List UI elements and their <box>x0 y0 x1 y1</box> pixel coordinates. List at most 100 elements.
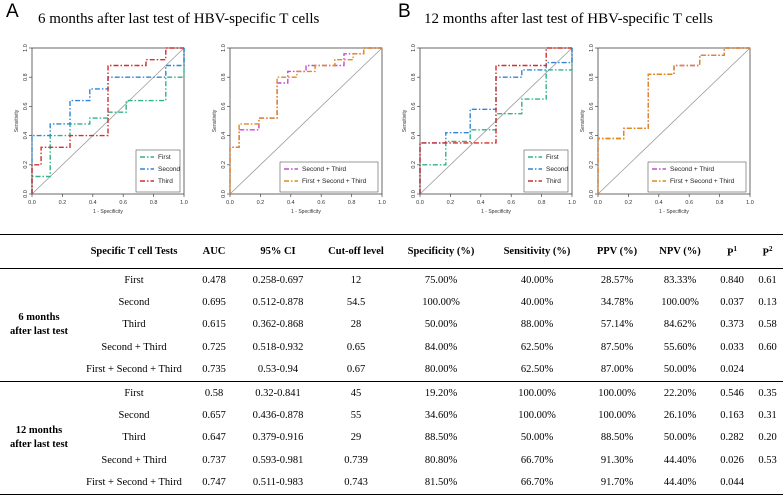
table-cell: 0.024 <box>712 358 752 382</box>
table-cell: 0.65 <box>346 341 366 353</box>
roc-chart-6m-single: 0.0 0.2 0.4 0.6 0.8 1.0 0.0 0.2 0.4 0.6 0.8 1.0 1 - … <box>14 44 188 215</box>
table-row: Second + Third 0.737 0.593-0.981 0.739 80.80… <box>0 449 783 471</box>
table-cell: Third <box>122 319 146 331</box>
table-cell: 0.739 <box>344 454 368 466</box>
table-cell: 50.00% <box>648 358 712 382</box>
table-cell: 0.647 <box>202 432 226 444</box>
y-tick-label: 0.6 <box>221 103 227 111</box>
table-cell: 84.00% <box>424 341 458 353</box>
table-cell: 88.00% <box>520 319 554 331</box>
header-auc: AUC <box>190 234 238 269</box>
y-tick-label: 0.2 <box>589 161 595 169</box>
table-cell: 84.62% <box>663 319 697 331</box>
y-tick-label: 0.8 <box>221 73 227 81</box>
diagonal-reference-line <box>229 47 383 195</box>
legend-label: Second + Third <box>302 166 347 173</box>
table-cell: 50.00% <box>424 319 458 331</box>
table-cell: 0.60 <box>758 341 777 353</box>
table-cell: Second <box>118 297 150 309</box>
table-cell: 0.511-0.983 <box>238 471 318 495</box>
panel-b-letter: B <box>398 1 411 22</box>
table-row: First + Second + Third 0.747 0.511-0.983 0.… <box>0 471 783 495</box>
header-sensitivity: Sensitivity (%) <box>488 234 586 269</box>
table-cell: 0.743 <box>318 471 394 495</box>
table-row: Third 0.647 0.379-0.916 29 88.50% 50.00% 88.50… <box>0 427 783 449</box>
x-tick-label: 0.6 <box>317 200 325 206</box>
panel-a-letter: A <box>6 1 19 22</box>
y-axis-label: Sensitivity <box>580 109 586 132</box>
table-cell: 54.5 <box>346 297 366 309</box>
legend-label: First <box>546 154 559 161</box>
table-cell: 87.50% <box>600 341 634 353</box>
header-ci: 95% CI <box>238 234 318 269</box>
table-cell: 62.50% <box>488 358 586 382</box>
y-tick-label: 0.0 <box>589 190 595 198</box>
group-label-line2: after last test <box>9 438 69 450</box>
table-cell: 40.00% <box>520 274 554 286</box>
roc-stats-table: Specific T cell Tests AUC 95% CI Cut-off… <box>0 234 783 495</box>
panel-b-title: 12 months after last test of HBV-specifi… <box>424 11 713 27</box>
table-cell: 83.33% <box>663 274 697 286</box>
plot-frame <box>31 47 185 195</box>
y-tick-label: 0.8 <box>589 73 595 81</box>
table-cell: 0.258-0.697 <box>252 274 304 286</box>
table-cell: 88.50% <box>600 432 634 444</box>
y-tick-label: 0.2 <box>411 161 417 169</box>
table-cell: 62.50% <box>520 341 554 353</box>
table-cell: 0.35 <box>758 387 777 399</box>
x-tick-label: 0.0 <box>416 200 424 206</box>
x-tick-label: 0.6 <box>685 200 693 206</box>
x-tick-label: 0.2 <box>447 200 455 206</box>
roc-curve-third <box>31 47 184 194</box>
table-cell: First <box>124 387 144 399</box>
x-tick-label: 0.8 <box>716 200 724 206</box>
legend-box <box>647 161 747 193</box>
y-axis-label: Sensitivity <box>14 109 20 132</box>
x-tick-label: 0.0 <box>594 200 602 206</box>
y-tick-label: 1.0 <box>411 44 417 52</box>
table-cell: 80.80% <box>424 454 458 466</box>
table-row: Second + Third 0.725 0.518-0.932 0.65 84.00%… <box>0 336 783 358</box>
x-tick-label: 1.0 <box>378 200 386 206</box>
table-cell: 0.32-0.841 <box>255 387 301 399</box>
roc-curve-first-second-third <box>597 47 750 194</box>
header-test: Specific T cell Tests <box>78 234 190 269</box>
header-npv: NPV (%) <box>648 234 712 269</box>
x-tick-label: 0.2 <box>59 200 67 206</box>
roc-curve-second <box>31 48 185 194</box>
table-cell: 0.379-0.916 <box>252 432 304 444</box>
x-tick-label: 0.6 <box>119 200 127 206</box>
group-label-line1: 6 months <box>18 311 60 323</box>
table-cell: 0.026 <box>720 454 744 466</box>
table-cell: 0.362-0.868 <box>252 319 304 331</box>
y-tick-label: 0.0 <box>411 190 417 198</box>
table-cell: 0.615 <box>202 319 226 331</box>
table-cell: First + Second + Third <box>78 471 190 495</box>
table-cell: 0.13 <box>758 297 777 309</box>
table-cell: Second <box>118 410 150 422</box>
table-cell: 0.593-0.981 <box>252 454 304 466</box>
x-tick-label: 0.8 <box>150 200 158 206</box>
table-cell: 100.00% <box>598 387 636 399</box>
table-cell: 100.00% <box>598 410 636 422</box>
table-cell: 40.00% <box>520 297 554 309</box>
table-row: 6 months after last test First 0.478 0.258-0… <box>0 268 783 382</box>
legend-label: First + Second + Third <box>302 178 367 185</box>
plot-frame <box>229 47 383 195</box>
table-cell: 91.30% <box>600 454 634 466</box>
panel-a-title: 6 months after last test of HBV-specific… <box>38 11 320 27</box>
table-cell: 0.737 <box>202 454 226 466</box>
table-cell: 50.00% <box>663 432 697 444</box>
group-label: 12 months after last test <box>0 381 78 495</box>
table-cell: 28.57% <box>600 274 634 286</box>
y-tick-label: 1.0 <box>589 44 595 52</box>
header-p2: P2 <box>752 234 783 269</box>
x-axis-label: 1 - Specificity <box>291 209 321 215</box>
table-cell: 0.840 <box>720 274 744 286</box>
table-cell: First + Second + Third <box>78 358 190 382</box>
table-cell: 0.58 <box>758 319 777 331</box>
table-cell: 0.61 <box>758 274 777 286</box>
header-ppv: PPV (%) <box>586 234 648 269</box>
y-tick-label: 0.0 <box>221 190 227 198</box>
plot-frame <box>597 47 751 195</box>
